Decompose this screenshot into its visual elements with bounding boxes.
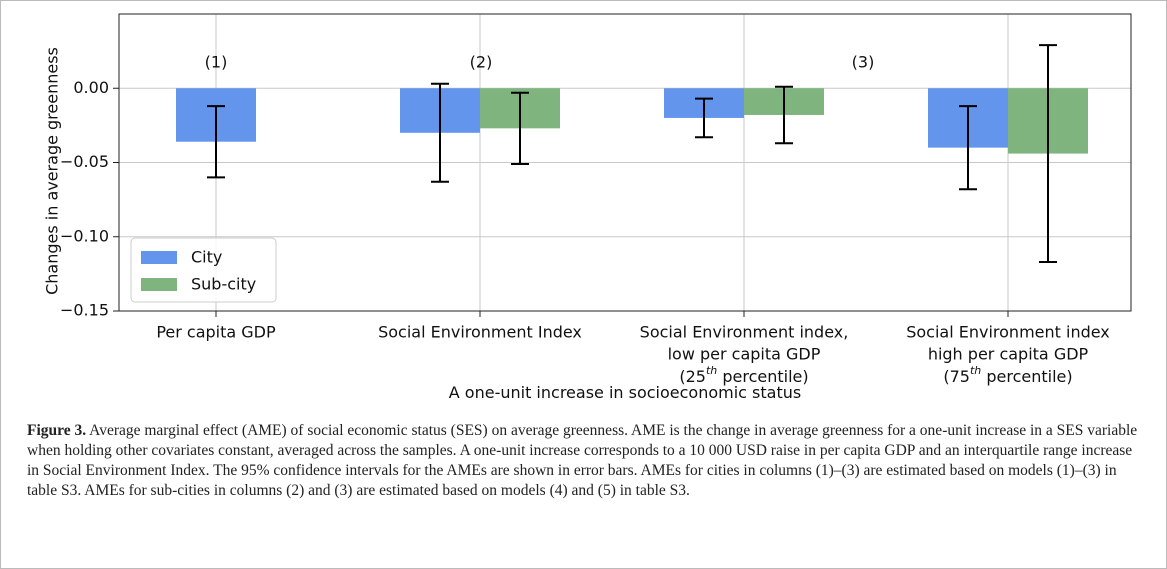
legend-label: City [191,248,222,267]
legend-swatch [141,278,177,291]
error-bar [775,85,793,145]
legend-swatch [141,251,177,264]
x-tick-label: high per capita GDP [928,345,1089,364]
x-tick-label-part: th [970,364,981,377]
x-tick-label: Social Environment Index [378,323,582,342]
y-tick-label: −0.10 [60,226,109,245]
error-bar [959,105,977,191]
y-tick-label: −0.05 [60,152,109,171]
error-bar [695,97,713,139]
chart: Changes in average greenness A one-unit … [43,13,1132,402]
error-bar [1039,44,1057,263]
x-tick-label: (25th percentile) [679,364,808,386]
x-tick-label: (75th percentile) [943,364,1072,386]
caption: Figure 3. Average marginal effect (AME) … [27,421,1142,501]
x-tick-label-part: percentile) [717,367,808,386]
x-tick-label: Social Environment index, [640,323,849,342]
x-tick-label: Social Environment index [906,323,1110,342]
y-tick-label: 0.00 [73,78,109,97]
x-tick-label-part: (75 [943,367,970,386]
y-axis-label: Changes in average greenness [43,47,62,295]
annotation: (1) [205,53,228,72]
x-tick-label-part: percentile) [981,367,1072,386]
error-bar [511,91,529,165]
x-tick-label: Per capita GDP [156,323,276,342]
x-axis-label: A one-unit increase in socioeconomic sta… [449,383,801,402]
legend-label: Sub-city [191,275,256,294]
caption-text: Average marginal effect (AME) of social … [27,422,1138,499]
x-tick-label-part: th [706,364,717,377]
x-tick-label: low per capita GDP [668,345,821,364]
caption-label: Figure 3. [27,422,87,439]
annotation: (3) [852,53,875,72]
error-bar [431,82,449,183]
y-tick-label: −0.15 [60,301,109,320]
error-bar [207,105,225,179]
plot-frame [118,13,1132,312]
annotation: (2) [470,53,493,72]
x-tick-label-part: (25 [679,367,706,386]
